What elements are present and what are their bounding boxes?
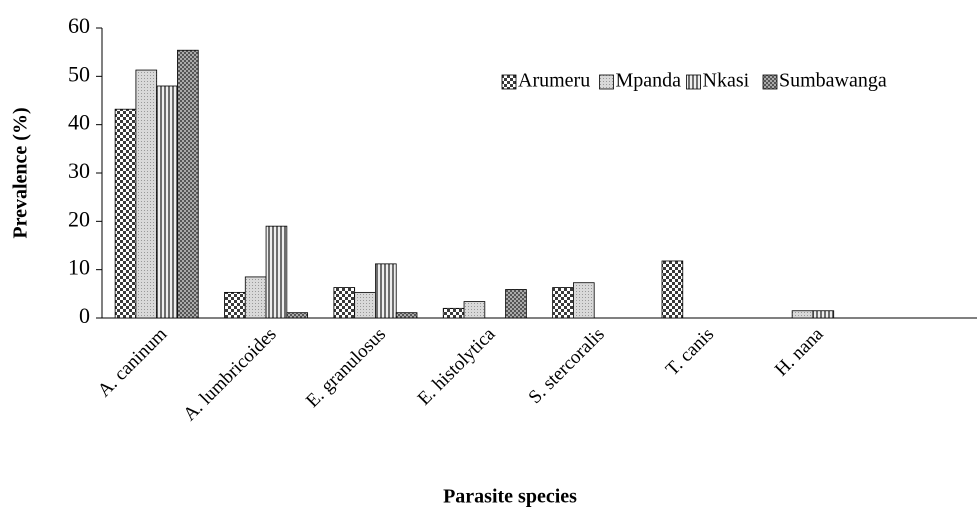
bar: [463, 301, 486, 319]
legend-swatch: [599, 74, 614, 90]
bar: [135, 69, 158, 319]
x-tick-label: A. lumbricoides: [179, 324, 280, 425]
x-tick-label: S. stercoralis: [525, 324, 609, 408]
legend-label: Sumbawanga: [779, 70, 887, 92]
bar: [265, 225, 288, 319]
x-axis-title: Parasite species: [443, 486, 577, 508]
bar: [442, 307, 465, 319]
y-tick-label: 50: [68, 61, 90, 86]
legend-swatch: [686, 74, 701, 90]
bar: [505, 289, 527, 319]
x-tick-label: E. granulosus: [302, 324, 390, 412]
y-tick-label: 20: [68, 206, 90, 231]
bar: [395, 312, 418, 319]
legend-swatch: [501, 74, 517, 90]
y-tick-label: 0: [79, 303, 90, 328]
y-axis-title: Prevalence (%): [10, 107, 32, 238]
bar: [375, 263, 397, 319]
legend-swatch: [762, 74, 778, 90]
bar: [661, 260, 684, 319]
bar: [177, 49, 199, 319]
bar: [552, 287, 574, 319]
x-tick-label: E. histolytica: [414, 323, 500, 409]
x-tick-label: A. caninum: [94, 324, 172, 402]
bar: [156, 85, 178, 319]
bar: [114, 108, 137, 319]
bar: [286, 312, 309, 319]
bar: [812, 310, 835, 319]
bar: [354, 291, 376, 319]
y-tick-label: 40: [68, 110, 90, 135]
legend-label: Arumeru: [518, 70, 590, 92]
bar: [791, 310, 814, 319]
bar: [573, 282, 595, 319]
bar: [244, 276, 267, 319]
x-tick-label: T. canis: [662, 324, 718, 380]
y-tick-label: 10: [68, 255, 90, 280]
legend-label: Nkasi: [703, 70, 750, 92]
legend-label: Mpanda: [616, 70, 682, 92]
bar: [224, 291, 246, 319]
y-tick-label: 60: [68, 13, 90, 38]
bar: [333, 287, 356, 319]
y-tick-label: 30: [68, 158, 90, 183]
x-tick-label: H. nana: [771, 323, 828, 380]
